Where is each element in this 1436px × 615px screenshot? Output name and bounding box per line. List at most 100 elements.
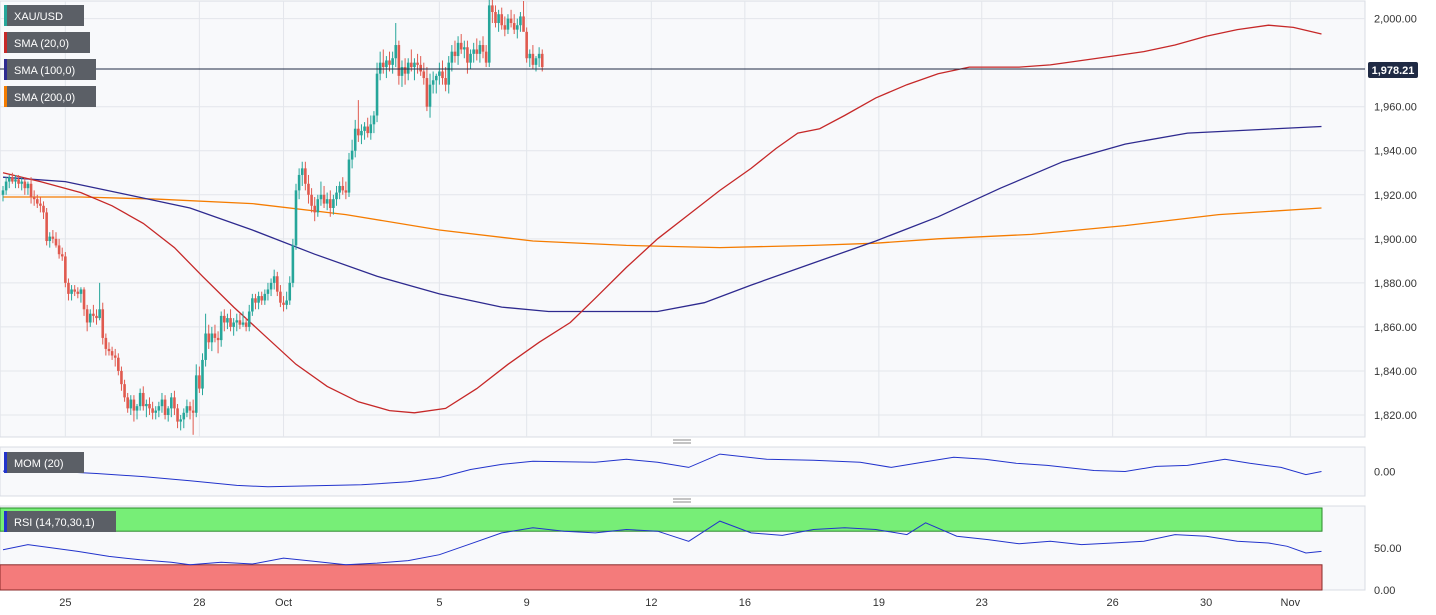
candle [428, 73, 432, 118]
candle [272, 269, 276, 290]
rsi-label[interactable]: RSI (14,70,30,1) [4, 511, 116, 532]
candle-body [232, 322, 235, 327]
candle [372, 111, 376, 134]
candle-body [101, 309, 105, 338]
candle [516, 18, 519, 39]
candle-body [512, 23, 516, 30]
candle [113, 348, 117, 367]
candle [14, 174, 17, 189]
candle-body [51, 236, 55, 239]
candle [335, 185, 338, 206]
candle-body [487, 5, 491, 63]
candle [453, 40, 457, 63]
candle-body [481, 45, 485, 52]
candle-body [385, 60, 388, 68]
candle-body [459, 42, 463, 50]
candle [297, 168, 301, 200]
candle-body [110, 351, 114, 356]
candle [216, 331, 220, 354]
candle [213, 324, 217, 343]
candle-body [419, 64, 422, 72]
candle-body [213, 333, 217, 338]
rsi-series [2, 520, 1322, 566]
candle-body [528, 53, 532, 59]
candle [39, 196, 42, 213]
candle-body [170, 397, 173, 409]
candle [76, 287, 80, 299]
legend-label: SMA (20,0) [14, 38, 69, 50]
panel-resize-handle[interactable] [673, 498, 691, 503]
legend-item-sma200[interactable]: SMA (200,0) [4, 86, 96, 107]
candle-body [484, 51, 488, 63]
candle [251, 293, 254, 316]
candle [229, 309, 232, 332]
candle [238, 313, 242, 330]
legend-item-sma20[interactable]: SMA (20,0) [4, 32, 90, 53]
candle-body [269, 282, 273, 290]
candle-body [20, 181, 24, 184]
candle-body [191, 410, 195, 413]
candle [425, 67, 429, 112]
candle [450, 45, 454, 72]
candle [397, 40, 401, 85]
candle-body [57, 245, 61, 255]
mom-label[interactable]: MOM (20) [4, 452, 84, 473]
candle-body [64, 256, 67, 283]
candle-body [26, 183, 30, 189]
candle-body [7, 177, 11, 182]
candle-body [344, 190, 348, 193]
candle [17, 174, 20, 189]
candle-body [307, 183, 310, 195]
candle [166, 406, 170, 422]
mom-line [2, 453, 1322, 488]
candle [35, 194, 39, 208]
candle [163, 395, 167, 420]
candle [522, 1, 525, 32]
candle-body [472, 49, 475, 54]
candle [219, 311, 223, 347]
candle [469, 49, 472, 70]
candle [363, 122, 366, 140]
candle-body [285, 300, 288, 305]
x-axis: 25 28 Oct 5 9 12 16 19 23 26 30 Nov [59, 597, 1300, 609]
candle [88, 309, 92, 327]
candle-body [244, 322, 248, 327]
rsi-line [2, 520, 1322, 566]
y-tick-label: 2,000.00 [1374, 14, 1417, 26]
candle [347, 152, 351, 197]
candle [341, 177, 345, 195]
candle-body [117, 357, 120, 371]
candle [353, 119, 357, 158]
candle-body [431, 80, 435, 85]
candle-body [176, 408, 179, 422]
candle [285, 291, 288, 310]
legend-item-xauusd[interactable]: XAU/USD [4, 5, 84, 26]
legend-item-sma100[interactable]: SMA (100,0) [4, 59, 96, 80]
candle [226, 313, 229, 330]
candle [338, 181, 341, 200]
candle-body [313, 205, 316, 213]
candle [491, 0, 494, 24]
candle-body [360, 130, 363, 136]
panel-resize-handle[interactable] [673, 439, 691, 444]
candle [64, 252, 67, 288]
candle-body [42, 205, 45, 213]
candle [98, 282, 101, 321]
candle [332, 194, 335, 215]
legend-label: XAU/USD [14, 11, 63, 23]
candle-body [132, 399, 136, 411]
candle [325, 192, 329, 211]
candle-body [394, 45, 398, 59]
candle-body [403, 67, 407, 74]
candle-body [447, 62, 451, 85]
candle-body [450, 51, 454, 63]
legend-label: SMA (100,0) [14, 65, 75, 77]
candle-body [23, 181, 27, 189]
candle [456, 36, 460, 65]
candle [20, 177, 24, 191]
candle-body [400, 67, 404, 76]
candle [503, 16, 507, 37]
y-tick-label: 1,960.00 [1374, 102, 1417, 114]
candle [506, 14, 510, 35]
candle [107, 342, 111, 356]
